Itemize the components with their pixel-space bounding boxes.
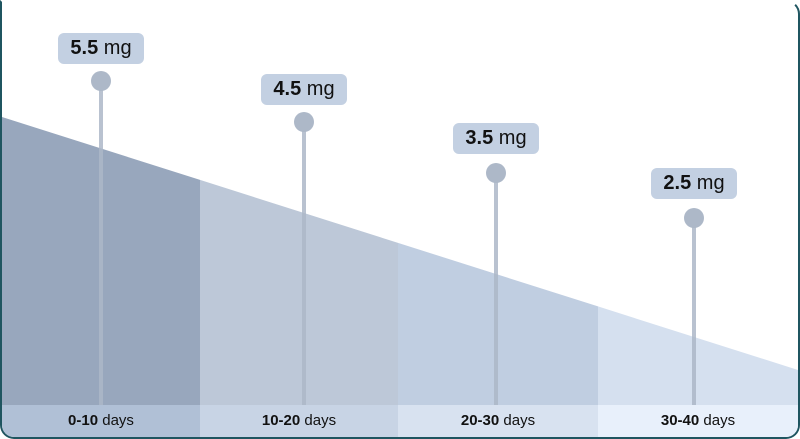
period-unit: days [102,412,134,429]
dose-value: 5.5 [70,37,99,59]
dose-unit: mg [306,78,335,100]
dose-unit: mg [103,37,132,59]
period-unit: days [503,412,536,429]
stage-period-label: 0-10 days [2,405,200,437]
pin-head [684,208,704,228]
period-unit: days [703,412,736,429]
dose-unit: mg [696,172,725,194]
dose-label: 4.5 mg [261,74,347,105]
pin-head [91,71,111,91]
period-range: 20-30 [460,412,500,429]
period-unit: days [304,412,337,429]
stage-period-label: 30-40 days [598,405,798,437]
dose-value: 3.5 [465,127,494,149]
dose-value: 2.5 [663,172,692,194]
pin-head [294,112,314,132]
dose-label: 5.5 mg [58,33,144,64]
stage-area [200,179,398,405]
dose-unit: mg [498,127,527,149]
dose-value: 4.5 [273,78,302,100]
stage-period-label: 20-30 days [398,405,598,437]
dose-label: 2.5 mg [651,168,737,199]
dose-label: 3.5 mg [453,123,539,154]
period-range: 30-40 [660,412,700,429]
stage-period-label: 10-20 days [200,405,398,437]
period-range: 10-20 [261,412,301,429]
pin-head [486,163,506,183]
period-range: 0-10 [68,412,99,429]
stage-area [598,306,798,405]
